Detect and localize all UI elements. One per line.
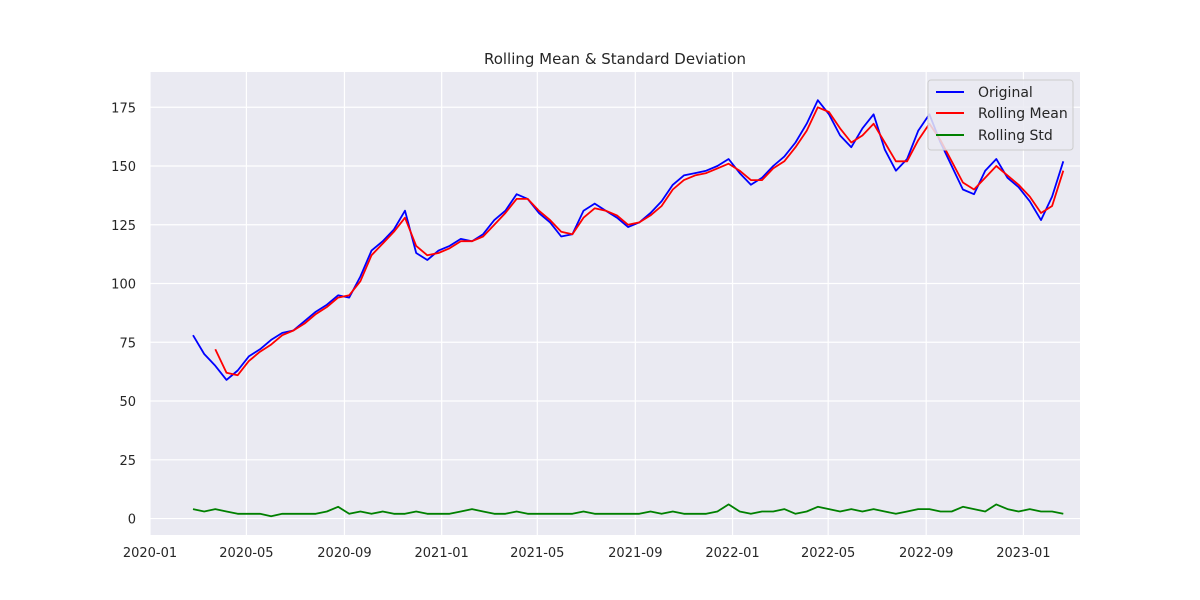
plot-area [150,72,1080,535]
x-tick-labels: 2020-01 2020-05 2020-09 2021-01 2021-05 2021-… [123,546,1051,561]
legend-label-rolling-mean: Rolling Mean [978,106,1068,122]
y-tick-label: 150 [111,160,136,175]
legend: Original Rolling Mean Rolling Std [927,79,1074,151]
y-tick-label: 25 [119,454,136,469]
legend-label-rolling-std: Rolling Std [978,128,1053,144]
x-tick-label: 2022-09 [899,546,953,561]
y-tick-label: 75 [119,336,136,351]
series-layer [192,99,1065,518]
series-rolling-std-line [192,503,1064,518]
y-tick-labels: 0 25 50 75 100 125 150 175 [111,101,136,527]
x-tick-label: 2020-05 [219,546,273,561]
chart-title: Rolling Mean & Standard Deviation [484,50,746,68]
x-tick-label: 2020-09 [317,546,371,561]
series-original-line [192,99,1065,381]
y-tick-label: 175 [111,101,136,116]
y-tick-label: 50 [119,395,136,410]
x-tick-label: 2021-01 [415,546,469,561]
x-tick-label: 2022-01 [705,546,759,561]
legend-label-original: Original [978,85,1033,101]
legend-box [927,79,1074,151]
y-tick-label: 125 [111,219,136,234]
x-gridlines [149,72,1025,535]
x-tick-label: 2022-05 [801,546,855,561]
x-tick-label: 2021-09 [608,546,662,561]
y-tick-label: 100 [111,278,136,293]
x-tick-label: 2020-01 [123,546,177,561]
y-tick-label: 0 [128,513,136,528]
x-tick-label: 2023-01 [996,546,1050,561]
x-tick-label: 2021-05 [510,546,564,561]
y-gridlines [150,106,1080,520]
series-rolling-mean-line [214,106,1065,377]
